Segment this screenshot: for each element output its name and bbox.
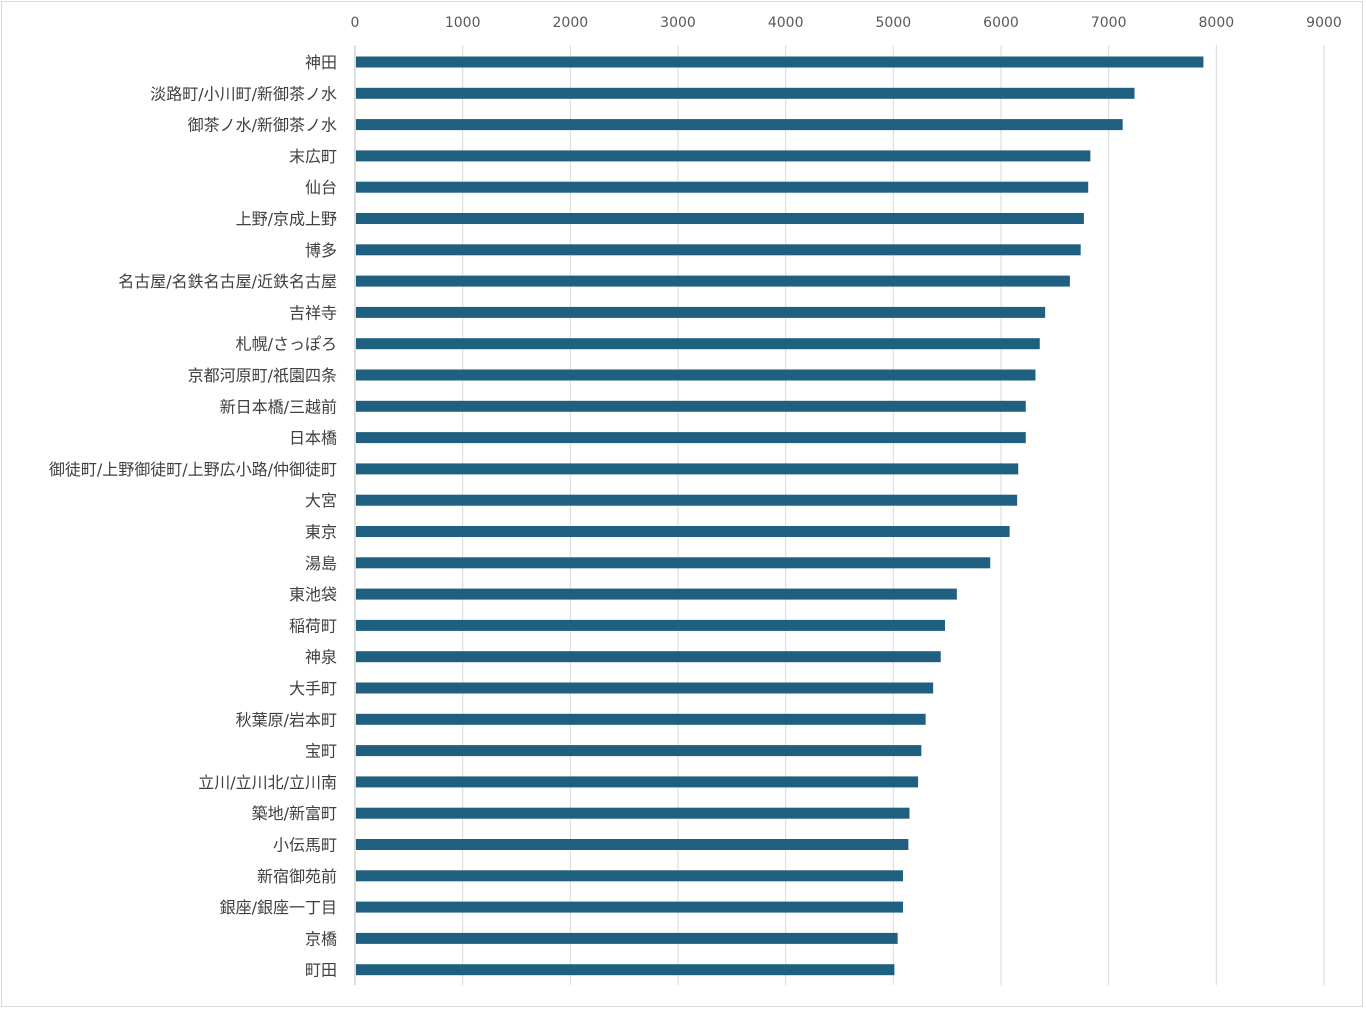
category-label: 京都河原町/祇園四条: [188, 366, 337, 385]
x-axis-ticks: 0 1000 2000 3000 4000 5000 6000 7000 8000 9000: [351, 15, 1342, 31]
bar: [356, 213, 1084, 224]
bar: [356, 338, 1040, 350]
bar: [356, 870, 904, 882]
category-label: 京橋: [305, 929, 337, 948]
category-label: 宝町: [305, 742, 337, 761]
category-label: 東京: [305, 523, 337, 542]
category-label: 大宮: [305, 491, 337, 510]
bar: [356, 745, 922, 757]
category-label: 博多: [305, 241, 337, 260]
gridlines: [354, 45, 1325, 985]
bar: [356, 400, 1026, 412]
category-label: 御茶ノ水/新御茶ノ水: [188, 116, 337, 135]
bar: [356, 901, 904, 913]
category-label: 仙台: [305, 178, 337, 197]
bar: [356, 776, 919, 788]
bar: [356, 526, 1010, 537]
x-tick-label: 8000: [1199, 15, 1235, 31]
bar: [356, 494, 1018, 506]
category-labels: 神田淡路町/小川町/新御茶ノ水御茶ノ水/新御茶ノ水末広町仙台上野/京成上野博多名…: [49, 53, 337, 980]
bar: [356, 56, 1204, 68]
category-label: 新宿御苑前: [257, 867, 337, 886]
x-tick-label: 9000: [1306, 15, 1342, 31]
category-label: 吉祥寺: [289, 303, 337, 322]
x-tick-label: 6000: [983, 15, 1019, 31]
bar: [356, 964, 895, 976]
x-tick-label: 4000: [768, 15, 804, 31]
bar: [356, 588, 957, 600]
x-tick-label: 7000: [1091, 15, 1127, 31]
category-label: 立川/立川北/立川南: [198, 773, 337, 792]
bar: [356, 619, 946, 631]
category-label: 神田: [305, 53, 337, 72]
x-tick-label: 0: [351, 15, 360, 31]
bar: [356, 713, 926, 725]
category-label: 湯島: [305, 554, 337, 573]
bar: [356, 306, 1046, 318]
category-label: 稲荷町: [289, 616, 337, 635]
category-label: 日本橋: [289, 429, 337, 448]
x-tick-label: 3000: [660, 15, 696, 31]
bar: [356, 807, 910, 819]
bar: [356, 839, 909, 850]
bar: [356, 651, 941, 663]
bar: [356, 557, 991, 569]
category-label: 淡路町/小川町/新御茶ノ水: [150, 84, 337, 103]
x-tick-label: 5000: [876, 15, 912, 31]
bars: [356, 56, 1204, 976]
category-label: 秋葉原/岩本町: [236, 710, 337, 729]
category-label: 大手町: [289, 679, 337, 698]
category-label: 御徒町/上野御徒町/上野広小路/仲御徒町: [49, 460, 337, 479]
bar: [356, 682, 934, 694]
category-label: 新日本橋/三越前: [220, 397, 337, 416]
category-label: 町田: [305, 961, 337, 980]
x-tick-label: 2000: [553, 15, 589, 31]
bar: [356, 463, 1019, 475]
category-label: 札幌/さっぽろ: [236, 335, 337, 354]
x-tick-label: 1000: [445, 15, 481, 31]
category-label: 築地/新富町: [252, 804, 337, 823]
bar: [356, 275, 1070, 287]
category-label: 小伝馬町: [273, 836, 337, 855]
category-label: 神泉: [305, 648, 337, 667]
category-label: 東池袋: [289, 585, 337, 604]
category-label: 末広町: [289, 147, 337, 166]
bar: [356, 150, 1091, 162]
bar: [356, 181, 1089, 193]
category-label: 名古屋/名鉄名古屋/近鉄名古屋: [118, 272, 337, 291]
bar: [356, 119, 1123, 131]
bar: [356, 369, 1036, 381]
category-label: 上野/京成上野: [236, 210, 337, 229]
bar: [356, 432, 1026, 444]
category-label: 銀座/銀座一丁目: [220, 898, 337, 917]
bar: [356, 932, 898, 944]
bar: [356, 87, 1135, 99]
bar: [356, 244, 1081, 256]
